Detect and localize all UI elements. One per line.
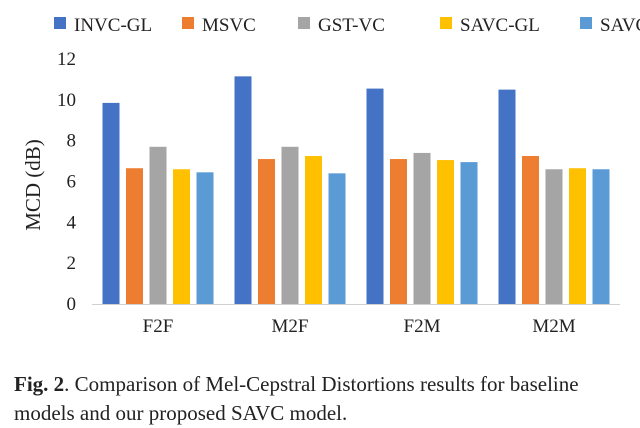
y-tick-label-4: 4	[67, 212, 77, 233]
bar-f2f-savc	[196, 172, 214, 304]
bar-f2m-invc-gl	[366, 88, 384, 305]
x-tick-label-m2m: M2M	[532, 316, 575, 337]
bar-m2f-invc-gl	[234, 76, 252, 305]
legend-swatch-savc-gl	[440, 17, 452, 29]
bar-m2f-savc-gl	[305, 155, 322, 304]
legend-swatch-savc	[580, 17, 592, 29]
bar-m2m-invc-gl	[498, 89, 516, 304]
bar-m2f-msvc	[258, 159, 275, 304]
y-tick-label-0: 0	[67, 294, 77, 315]
bar-f2m-savc	[460, 162, 478, 304]
bar-f2f-gst-vc	[149, 146, 167, 304]
chart-legend: INVC-GL MSVC GST-VC SAVC-GL SAVC	[54, 15, 640, 36]
y-tick-label-10: 10	[57, 90, 76, 111]
y-tick-label-6: 6	[67, 172, 77, 193]
bar-f2m-gst-vc	[413, 152, 431, 304]
x-tick-label-f2f: F2F	[143, 316, 174, 337]
bar-f2f-savc-gl	[173, 169, 190, 304]
y-axis-title: MCD (dB)	[21, 139, 45, 231]
y-tick-label-8: 8	[67, 131, 77, 152]
legend-swatch-gst-vc	[298, 17, 310, 29]
x-tick-label-f2m: F2M	[404, 316, 441, 337]
bar-f2m-savc-gl	[437, 160, 454, 304]
bar-f2m-msvc	[390, 159, 407, 304]
bar-m2m-gst-vc	[545, 169, 563, 304]
bar-f2f-msvc	[126, 168, 143, 304]
bars-group	[102, 76, 610, 305]
legend-label-savc: SAVC	[600, 15, 640, 36]
legend-swatch-msvc	[182, 17, 194, 29]
y-tick-label-12: 12	[57, 49, 76, 70]
bar-m2f-savc	[328, 173, 346, 304]
y-axis-ticks: 0 2 4 6 8 10 12	[57, 49, 77, 315]
x-tick-label-m2f: M2F	[272, 316, 309, 337]
x-axis-ticks: F2F M2F F2M M2M	[143, 316, 576, 337]
caption-label: Fig. 2	[14, 372, 65, 396]
figure-caption: Fig. 2. Comparison of Mel-Cepstral Disto…	[14, 370, 626, 428]
legend-swatch-invc-gl	[54, 17, 66, 29]
legend-label-msvc: MSVC	[202, 15, 256, 36]
legend-label-invc-gl: INVC-GL	[74, 15, 152, 36]
bar-m2f-gst-vc	[281, 146, 299, 304]
legend-label-gst-vc: GST-VC	[318, 15, 385, 36]
bar-m2m-savc	[592, 169, 610, 304]
caption-text: . Comparison of Mel-Cepstral Distortions…	[14, 372, 579, 425]
legend-label-savc-gl: SAVC-GL	[460, 15, 540, 36]
bar-m2m-savc-gl	[569, 168, 586, 304]
mcd-bar-chart: INVC-GL MSVC GST-VC SAVC-GL SAVC 0 2 4 6 8 10 12 F…	[21, 15, 640, 337]
bar-f2f-invc-gl	[102, 102, 120, 304]
y-tick-label-2: 2	[67, 253, 77, 274]
bar-m2m-msvc	[522, 155, 539, 304]
